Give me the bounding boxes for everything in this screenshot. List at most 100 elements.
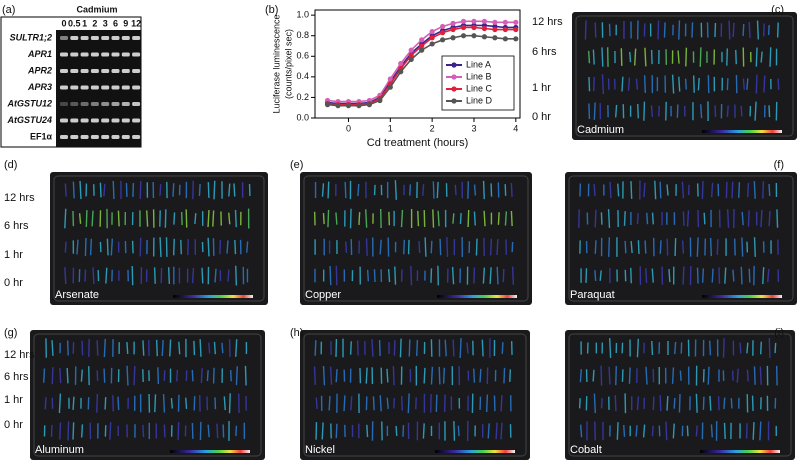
data-point	[377, 97, 383, 104]
plate-image	[565, 172, 797, 305]
seedling-streak	[678, 394, 681, 413]
seedling-streak	[402, 425, 405, 437]
seedling-streak	[503, 367, 506, 384]
seedling-streak	[103, 183, 106, 197]
seedling-streak	[50, 424, 53, 437]
seedling-streak	[746, 342, 749, 354]
gel-band	[132, 102, 141, 106]
data-point	[502, 26, 508, 33]
seedling-streak	[636, 213, 639, 224]
gel-band	[111, 102, 120, 106]
gel-band	[80, 118, 89, 123]
seedling-streak	[651, 268, 654, 283]
seedling-streak	[623, 211, 626, 226]
x-tick-label: 4	[513, 123, 518, 133]
time-point: 0	[61, 18, 66, 28]
seedling-streak	[630, 241, 633, 254]
seedling-streak	[418, 241, 421, 254]
seedling-streak	[678, 76, 681, 92]
x-tick-label: 2	[430, 123, 435, 133]
seedling-streak	[746, 182, 750, 198]
seedling-streak	[673, 397, 676, 409]
seedling-streak	[482, 267, 486, 284]
seedling-streak	[214, 268, 217, 283]
data-point	[492, 35, 498, 41]
time-row-label: 0 hr	[4, 277, 23, 289]
seedling-streak	[235, 339, 238, 357]
seedling-streak	[364, 209, 368, 228]
data-point	[440, 23, 446, 30]
seedling-streak	[106, 238, 109, 256]
seedling-streak	[710, 424, 714, 438]
seedling-streak	[246, 241, 249, 253]
seedling-streak	[592, 369, 595, 382]
data-point	[471, 33, 477, 39]
seedling-streak	[681, 181, 685, 199]
data-point	[408, 56, 414, 62]
seedling-streak	[760, 51, 763, 63]
seedling-streak	[628, 367, 631, 384]
seedling-streak	[671, 74, 675, 94]
plate-edge	[568, 333, 792, 457]
x-tick-label: 3	[471, 123, 476, 133]
seedling-streak	[707, 366, 710, 385]
seedling-streak	[594, 270, 597, 282]
seedling-streak	[588, 76, 591, 92]
gene-label: APR1	[27, 49, 52, 59]
seedling-streak	[600, 398, 603, 409]
seedling-streak	[335, 265, 338, 286]
legend-label: Line B	[466, 71, 492, 81]
seedling-streak	[643, 182, 646, 198]
seedling-streak	[126, 341, 129, 355]
seedling-streak	[180, 211, 183, 226]
seedling-streak	[716, 239, 719, 255]
seedling-streak	[212, 210, 215, 227]
seedling-streak	[726, 209, 730, 228]
seedling-streak	[422, 184, 425, 196]
seedling-streak	[747, 210, 750, 227]
gel-band	[132, 52, 141, 57]
time-point: 0.5	[68, 18, 81, 28]
seedling-streak	[645, 366, 648, 385]
seedling-streak	[328, 396, 331, 411]
seedling-streak	[131, 240, 134, 254]
seedling-streak	[159, 237, 162, 257]
time-row-label: 0 hr	[532, 111, 551, 123]
seedling-streak	[372, 396, 375, 411]
gel-band	[60, 36, 68, 40]
seedling-streak	[726, 105, 729, 117]
seedling-streak	[685, 47, 688, 67]
seedling-streak	[746, 369, 749, 382]
seedling-streak	[379, 395, 382, 412]
panel-label: (a)	[2, 4, 15, 16]
gel-band	[60, 135, 68, 139]
seedling-streak	[153, 267, 156, 284]
seedling-streak	[695, 425, 698, 437]
seedling-streak	[194, 213, 197, 224]
seedling-streak	[723, 422, 726, 440]
seedling-streak	[43, 368, 46, 383]
y-tick-label: 0.6	[296, 51, 309, 61]
seedling-streak	[635, 425, 638, 437]
seedling-streak	[642, 424, 646, 438]
seedling-streak	[691, 22, 694, 38]
seedling-streak	[335, 212, 338, 225]
seedling-streak	[207, 182, 210, 198]
seedling-streak	[110, 238, 114, 256]
seedling-streak	[684, 78, 688, 90]
data-point	[460, 24, 467, 31]
seedling-streak	[755, 47, 758, 67]
seedling-streak	[676, 104, 679, 118]
seedling-streak	[674, 238, 677, 257]
time-row-label: 6 hrs	[4, 371, 29, 383]
seedling-streak	[496, 266, 499, 285]
seedling-streak	[593, 183, 596, 197]
seedling-streak	[235, 366, 238, 386]
seedling-streak	[672, 423, 675, 439]
gel-band	[90, 102, 99, 106]
seedling-streak	[614, 395, 617, 412]
seedling-streak	[627, 77, 631, 91]
time-row-label: 6 hrs	[532, 46, 557, 58]
data-point	[356, 103, 362, 109]
